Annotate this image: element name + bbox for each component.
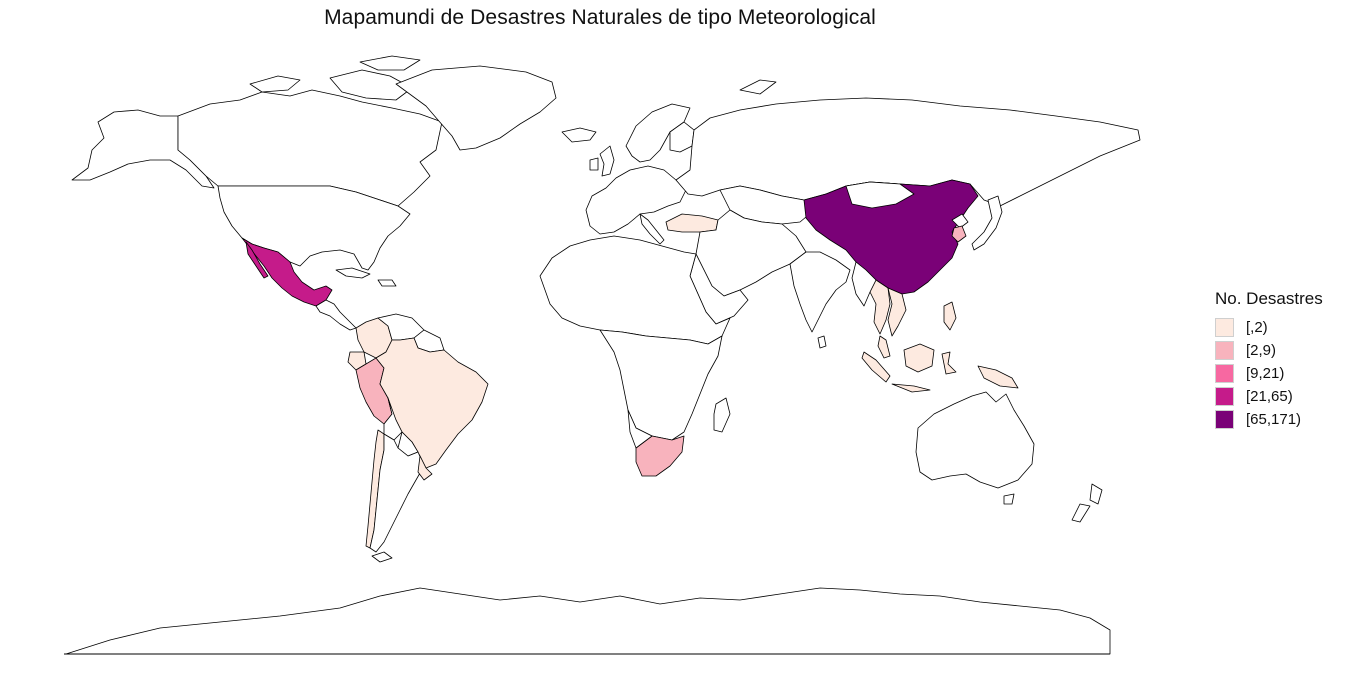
legend-title: No. Desastres [1215,289,1323,308]
country-malaysia [877,335,891,359]
country-hispaniola [377,279,397,287]
country-mongolia [845,181,915,209]
legend-label-3: [9,21) [1246,365,1285,382]
legend-swatch-2 [1215,341,1234,360]
country-vietnam [887,287,907,337]
region-central-america [315,299,357,331]
region-western-europe [585,165,687,235]
countries-layer [65,55,1141,655]
region-southern-africa [627,409,653,449]
legend-swatch-4 [1215,387,1234,406]
world-map [64,55,1141,655]
country-canada-arctic-islands [249,75,301,93]
legend-item-3: [9,21) [1215,363,1365,384]
country-indonesia-java [891,383,931,393]
country-mexico [241,237,333,307]
country-indonesia-borneo [903,343,935,373]
country-south-africa [635,435,685,477]
legend-label-2: [2,9) [1246,342,1277,359]
country-new-zealand-south [1071,503,1091,523]
country-australia-tasmania [1003,493,1015,505]
country-thailand [869,279,891,335]
legend-swatch-3 [1215,364,1234,383]
country-indonesia-sulawesi [941,351,957,375]
country-ireland [589,157,599,171]
country-sri-lanka [817,335,827,349]
country-russia-novaya-zemlya [739,79,777,95]
legend-label-4: [21,65) [1246,388,1293,405]
country-mexico-baja [245,241,269,279]
country-greenland [395,65,557,151]
country-tierra-del-fuego [371,551,393,563]
country-indonesia-sumatra [861,351,891,383]
country-myanmar [851,261,877,307]
region-central-africa [599,329,723,441]
legend-label-5: [65,171) [1246,411,1302,428]
legend-item-4: [21,65) [1215,386,1365,407]
country-india [789,251,851,333]
country-philippines [943,301,957,331]
country-papua-new-guinea [977,365,1019,389]
country-australia [915,391,1035,489]
country-madagascar [713,397,731,433]
country-china [803,179,979,295]
country-canada-ellesmere [359,55,421,71]
legend-swatch-1 [1215,318,1234,337]
country-cuba [335,267,371,279]
country-italy [639,213,665,245]
legend-item-2: [2,9) [1215,340,1365,361]
country-argentina [369,433,425,553]
legend: No. Desastres [,2) [2,9) [9,21) [21,65) … [1215,289,1365,432]
country-turkey [665,213,719,233]
country-new-zealand [1089,483,1103,505]
legend-item-5: [65,171) [1215,409,1365,430]
country-uruguay [417,455,433,481]
legend-item-1: [,2) [1215,317,1365,338]
country-canada-baffin-island [329,69,413,101]
legend-label-1: [,2) [1246,319,1268,336]
region-antarctica [65,587,1111,655]
legend-swatch-5 [1215,410,1234,429]
country-uk [599,145,615,177]
country-south-korea [951,225,967,243]
map-title: Mapamundi de Desastres Naturales de tipo… [324,6,876,29]
country-iceland [561,127,597,143]
country-japan [971,195,1003,251]
country-north-korea [951,213,969,229]
